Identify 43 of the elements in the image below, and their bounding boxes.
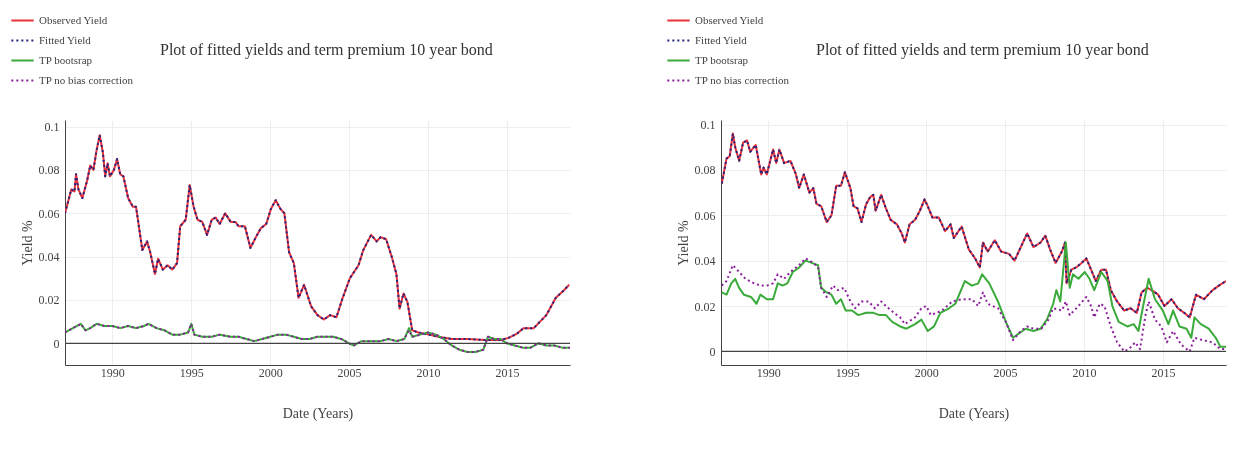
x-tick-label: 1995 [835, 365, 860, 380]
line-series [721, 257, 1226, 353]
y-tick-label: 0.08 [694, 163, 716, 178]
x-tick-label: 1990 [756, 365, 781, 380]
legend-label: Fitted Yield [39, 33, 92, 46]
legend-label: TP no bias correction [39, 73, 134, 86]
y-axis-title: Yield % [675, 219, 691, 266]
x-tick-label: 1995 [179, 365, 204, 380]
y-tick-label: 0.08 [38, 163, 60, 178]
line-series [721, 241, 1226, 348]
x-tick-label: 1990 [100, 365, 125, 380]
x-axis-title: Date (Years) [282, 405, 354, 422]
legend-label: Observed Yield [39, 13, 108, 26]
x-tick-label: 2010 [416, 365, 441, 380]
legend-label: TP no bias correction [695, 73, 790, 86]
x-tick-label: 2015 [1151, 365, 1176, 380]
y-tick-label: 0 [53, 336, 60, 351]
line-series [65, 134, 570, 342]
legend-label: TP bootsrap [39, 53, 93, 66]
chart-title: Plot of fitted yields and term premium 10 year bond [816, 41, 1149, 59]
line-series [721, 132, 1226, 319]
y-tick-label: 0.1 [44, 120, 60, 134]
y-tick-label: 0 [709, 344, 716, 359]
x-tick-label: 2000 [258, 365, 283, 380]
legend-label: Observed Yield [695, 13, 764, 26]
x-tick-label: 2000 [914, 365, 939, 380]
x-tick-label: 2005 [337, 365, 362, 380]
y-tick-label: 0.06 [38, 206, 60, 221]
legend-label: Fitted Yield [695, 33, 748, 46]
y-tick-label: 0.02 [694, 299, 716, 314]
y-tick-label: 0.1 [700, 118, 716, 133]
x-tick-label: 2015 [495, 365, 520, 380]
x-tick-label: 2005 [993, 365, 1018, 380]
y-tick-label: 0.04 [38, 250, 60, 265]
line-series [65, 322, 570, 353]
chart-title: Plot of fitted yields and term premium 10 year bond [160, 41, 493, 59]
y-axis-title: Yield % [19, 219, 35, 266]
y-tick-label: 0.06 [694, 208, 716, 223]
x-axis-title: Date (Years) [938, 405, 1010, 422]
x-tick-label: 2010 [1072, 365, 1097, 380]
y-tick-label: 0.04 [694, 254, 716, 269]
y-tick-label: 0.02 [38, 293, 60, 308]
legend-label: TP bootsrap [695, 53, 749, 66]
